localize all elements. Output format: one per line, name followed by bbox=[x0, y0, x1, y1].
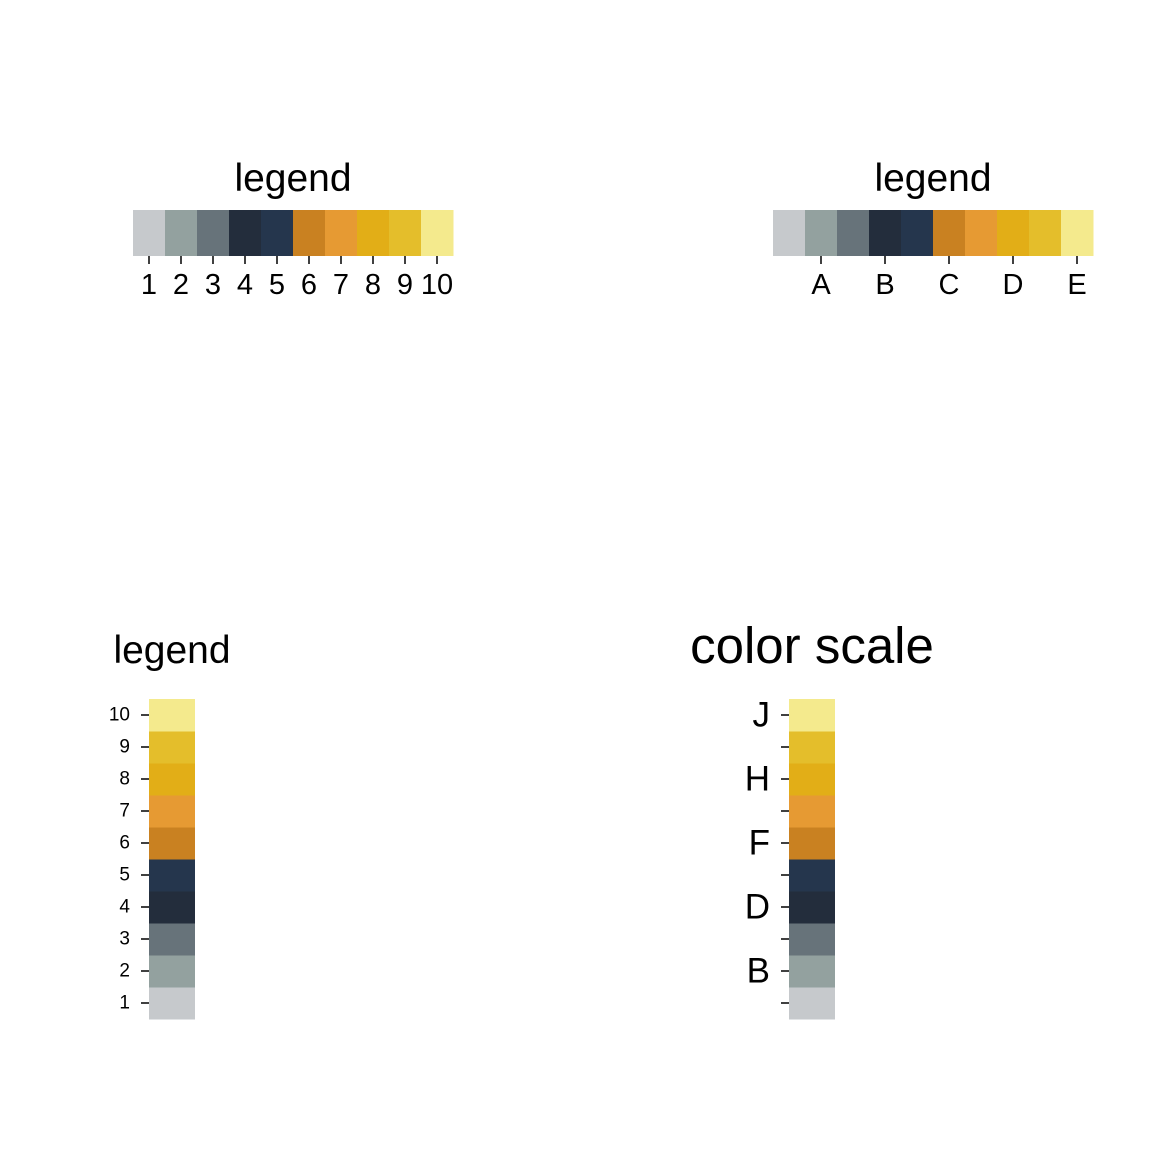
color-swatch bbox=[133, 210, 166, 256]
color-swatch bbox=[149, 859, 195, 892]
color-swatch bbox=[789, 731, 835, 764]
color-swatch bbox=[789, 987, 835, 1020]
color-swatch bbox=[805, 210, 838, 256]
color-swatch bbox=[901, 210, 934, 256]
tick-label: 9 bbox=[397, 269, 413, 301]
tick-label: 5 bbox=[269, 269, 285, 301]
color-swatch bbox=[261, 210, 294, 256]
color-swatch bbox=[149, 827, 195, 860]
color-swatches bbox=[149, 699, 195, 1020]
tick-label: B bbox=[875, 269, 894, 301]
legend-title: legend bbox=[874, 157, 991, 200]
tick-label: 2 bbox=[119, 961, 130, 982]
tick-label: 7 bbox=[119, 801, 130, 822]
color-swatch bbox=[149, 699, 195, 732]
color-swatch bbox=[933, 210, 966, 256]
tick-marks bbox=[781, 714, 789, 1004]
tick-label: D bbox=[1003, 269, 1024, 301]
tick-label: D bbox=[745, 888, 770, 927]
tick-label: 8 bbox=[365, 269, 381, 301]
color-swatch bbox=[789, 923, 835, 956]
legend-panel-horizontal-letters: legend A B C D E bbox=[773, 157, 1094, 301]
color-swatch bbox=[1061, 210, 1094, 256]
tick-label: H bbox=[745, 760, 770, 799]
color-swatch bbox=[773, 210, 806, 256]
tick-label: A bbox=[811, 269, 831, 301]
color-swatch bbox=[149, 731, 195, 764]
color-swatch bbox=[165, 210, 198, 256]
tick-label: 10 bbox=[421, 269, 453, 301]
color-swatch bbox=[229, 210, 262, 256]
color-swatch bbox=[197, 210, 230, 256]
color-swatch bbox=[789, 859, 835, 892]
tick-label: 6 bbox=[119, 833, 130, 854]
color-swatch bbox=[789, 955, 835, 988]
tick-label: 3 bbox=[119, 929, 130, 950]
tick-label: 3 bbox=[205, 269, 221, 301]
tick-label: C bbox=[939, 269, 960, 301]
tick-label: 6 bbox=[301, 269, 317, 301]
tick-label: 4 bbox=[237, 269, 253, 301]
color-swatch bbox=[357, 210, 390, 256]
color-swatch bbox=[389, 210, 422, 256]
color-swatch bbox=[997, 210, 1030, 256]
tick-label: 9 bbox=[119, 737, 130, 758]
legend-title: legend bbox=[113, 629, 230, 672]
color-swatch bbox=[789, 827, 835, 860]
tick-marks bbox=[820, 256, 1078, 264]
tick-label: F bbox=[749, 824, 770, 863]
color-swatch bbox=[837, 210, 870, 256]
legend-title: color scale bbox=[690, 617, 934, 674]
legend-title: legend bbox=[234, 157, 351, 200]
color-swatch bbox=[149, 923, 195, 956]
color-swatch bbox=[149, 955, 195, 988]
color-swatch bbox=[149, 795, 195, 828]
tick-label: 4 bbox=[119, 897, 130, 918]
tick-label: 1 bbox=[141, 269, 157, 301]
color-swatch bbox=[789, 699, 835, 732]
tick-marks bbox=[148, 256, 438, 264]
tick-label: 7 bbox=[333, 269, 349, 301]
tick-labels: 1 2 3 4 5 6 7 8 9 10 bbox=[109, 705, 131, 1014]
color-swatch bbox=[789, 795, 835, 828]
tick-label: B bbox=[747, 952, 770, 991]
tick-label: J bbox=[753, 696, 771, 735]
tick-labels: A B C D E bbox=[811, 269, 1086, 301]
tick-label: E bbox=[1067, 269, 1086, 301]
color-swatch bbox=[789, 891, 835, 924]
color-swatch bbox=[869, 210, 902, 256]
color-swatch bbox=[149, 987, 195, 1020]
color-swatch bbox=[421, 210, 454, 256]
tick-label: 5 bbox=[119, 865, 130, 886]
legend-panel-horizontal-numeric: legend 1 2 3 4 5 6 7 8 9 10 bbox=[133, 157, 454, 301]
color-swatch bbox=[965, 210, 998, 256]
tick-label: 1 bbox=[119, 993, 130, 1014]
color-swatches bbox=[133, 210, 454, 256]
color-swatch bbox=[325, 210, 358, 256]
legend-panel-vertical-numeric: legend 1 2 3 4 5 6 7 8 9 10 bbox=[109, 629, 231, 1020]
tick-label: 2 bbox=[173, 269, 189, 301]
color-swatch bbox=[789, 763, 835, 796]
tick-marks bbox=[141, 714, 149, 1004]
color-swatches bbox=[789, 699, 835, 1020]
color-swatch bbox=[149, 891, 195, 924]
color-swatch bbox=[149, 763, 195, 796]
color-swatch bbox=[293, 210, 326, 256]
tick-label: 10 bbox=[109, 705, 130, 726]
tick-label: 8 bbox=[119, 769, 130, 790]
color-swatch bbox=[1029, 210, 1062, 256]
color-swatches bbox=[773, 210, 1094, 256]
